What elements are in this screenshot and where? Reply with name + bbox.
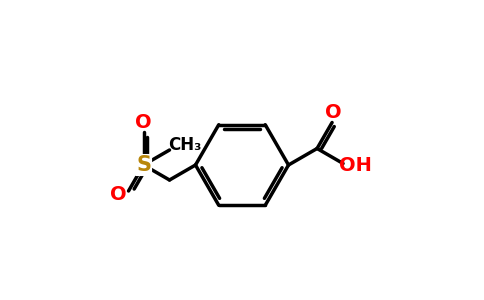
Text: S: S [136,155,151,175]
Text: OH: OH [339,156,372,176]
Text: CH₃: CH₃ [168,136,202,154]
Text: O: O [135,112,152,132]
Text: O: O [325,103,341,122]
Text: O: O [110,185,127,204]
